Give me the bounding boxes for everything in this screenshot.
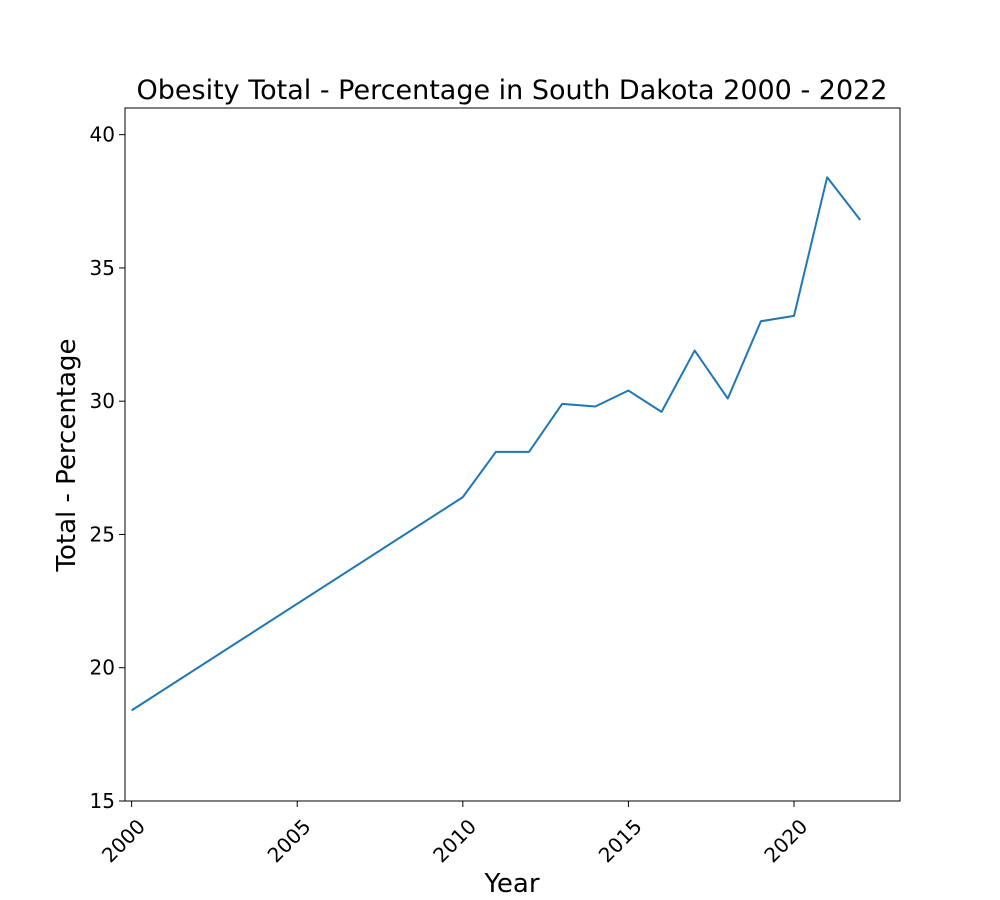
y-axis: 15 20 25 30 35 40 (90, 123, 125, 813)
x-axis-title: Year (483, 869, 539, 899)
x-tick-label: 2010 (428, 814, 481, 867)
x-axis: 2000 2005 2010 2015 2020 (97, 801, 812, 867)
x-tick-label: 2015 (594, 814, 647, 867)
y-tick-label: 30 (90, 389, 115, 413)
x-tick-label: 2005 (263, 814, 316, 867)
chart-title: Obesity Total - Percentage in South Dako… (137, 75, 888, 106)
y-tick-label: 35 (90, 256, 115, 280)
plot-frame (124, 107, 901, 802)
y-tick-label: 25 (90, 522, 115, 546)
series-line (131, 176, 862, 712)
y-axis-title: Total - Percentage (52, 339, 82, 573)
y-tick-label: 15 (90, 789, 115, 813)
y-tick-label: 20 (90, 656, 115, 680)
plot-area (131, 176, 862, 712)
x-tick-label: 2000 (97, 814, 150, 867)
x-tick-label: 2020 (759, 814, 812, 867)
y-tick-label: 40 (90, 123, 115, 147)
